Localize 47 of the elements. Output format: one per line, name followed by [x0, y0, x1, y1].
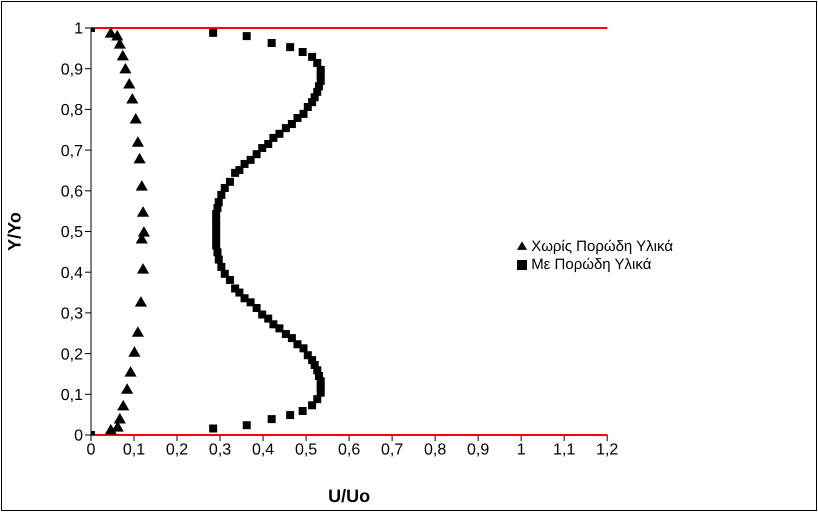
x-tick-label: 0,8	[424, 441, 446, 458]
x-tick-label: 1,2	[596, 441, 618, 458]
x-tick-label: 0,3	[208, 441, 232, 458]
x-tick-label: 1	[516, 441, 526, 458]
y-tick-label: 0,4	[60, 264, 84, 282]
y-tick-label: 0,5	[60, 224, 84, 242]
point	[136, 206, 150, 217]
legend-label: Χωρίς Πορώδη Υλικά	[531, 238, 673, 255]
y-axis-title: Y/Yo	[4, 212, 24, 251]
x-tick-label: 0,9	[467, 441, 490, 458]
point	[117, 400, 130, 410]
point	[130, 112, 142, 124]
x-tick-label: 0,7	[380, 441, 404, 458]
point	[132, 136, 144, 147]
point	[128, 346, 141, 357]
point	[114, 412, 126, 424]
y-tick-label: 0,3	[60, 306, 84, 323]
x-tick-label: 0,1	[122, 441, 146, 458]
point	[134, 152, 146, 164]
point	[116, 50, 129, 60]
y-tick-label: 1	[74, 20, 84, 38]
y-tick-label: 0,8	[60, 102, 84, 120]
y-tick-label: 0,9	[60, 61, 84, 78]
x-tick-label: 0	[86, 441, 96, 458]
point	[111, 30, 124, 40]
point	[136, 180, 148, 191]
x-tick-label: 0,5	[294, 441, 318, 458]
point	[134, 296, 147, 307]
y-tick-label: 0	[74, 428, 84, 445]
x-tick-label: 0,4	[252, 441, 274, 458]
point	[124, 366, 137, 377]
point	[104, 424, 117, 434]
point	[119, 62, 132, 74]
point	[136, 263, 150, 274]
y-tick-label: 0,2	[60, 346, 84, 364]
point	[121, 383, 134, 394]
y-tick-label: 0,1	[60, 386, 84, 404]
point	[123, 78, 136, 88]
point	[132, 326, 144, 337]
x-tick-label: 0,6	[338, 441, 360, 458]
x-axis-title: U/Uo	[328, 486, 370, 506]
y-tick-label: 0,7	[60, 142, 84, 160]
x-tick-label: 1,1	[553, 441, 576, 458]
x-tick-label: 0,2	[166, 441, 188, 458]
point	[126, 93, 138, 104]
legend-label: Με Πορώδη Υλικά	[531, 256, 652, 273]
y-tick-label: 0,6	[60, 183, 84, 200]
